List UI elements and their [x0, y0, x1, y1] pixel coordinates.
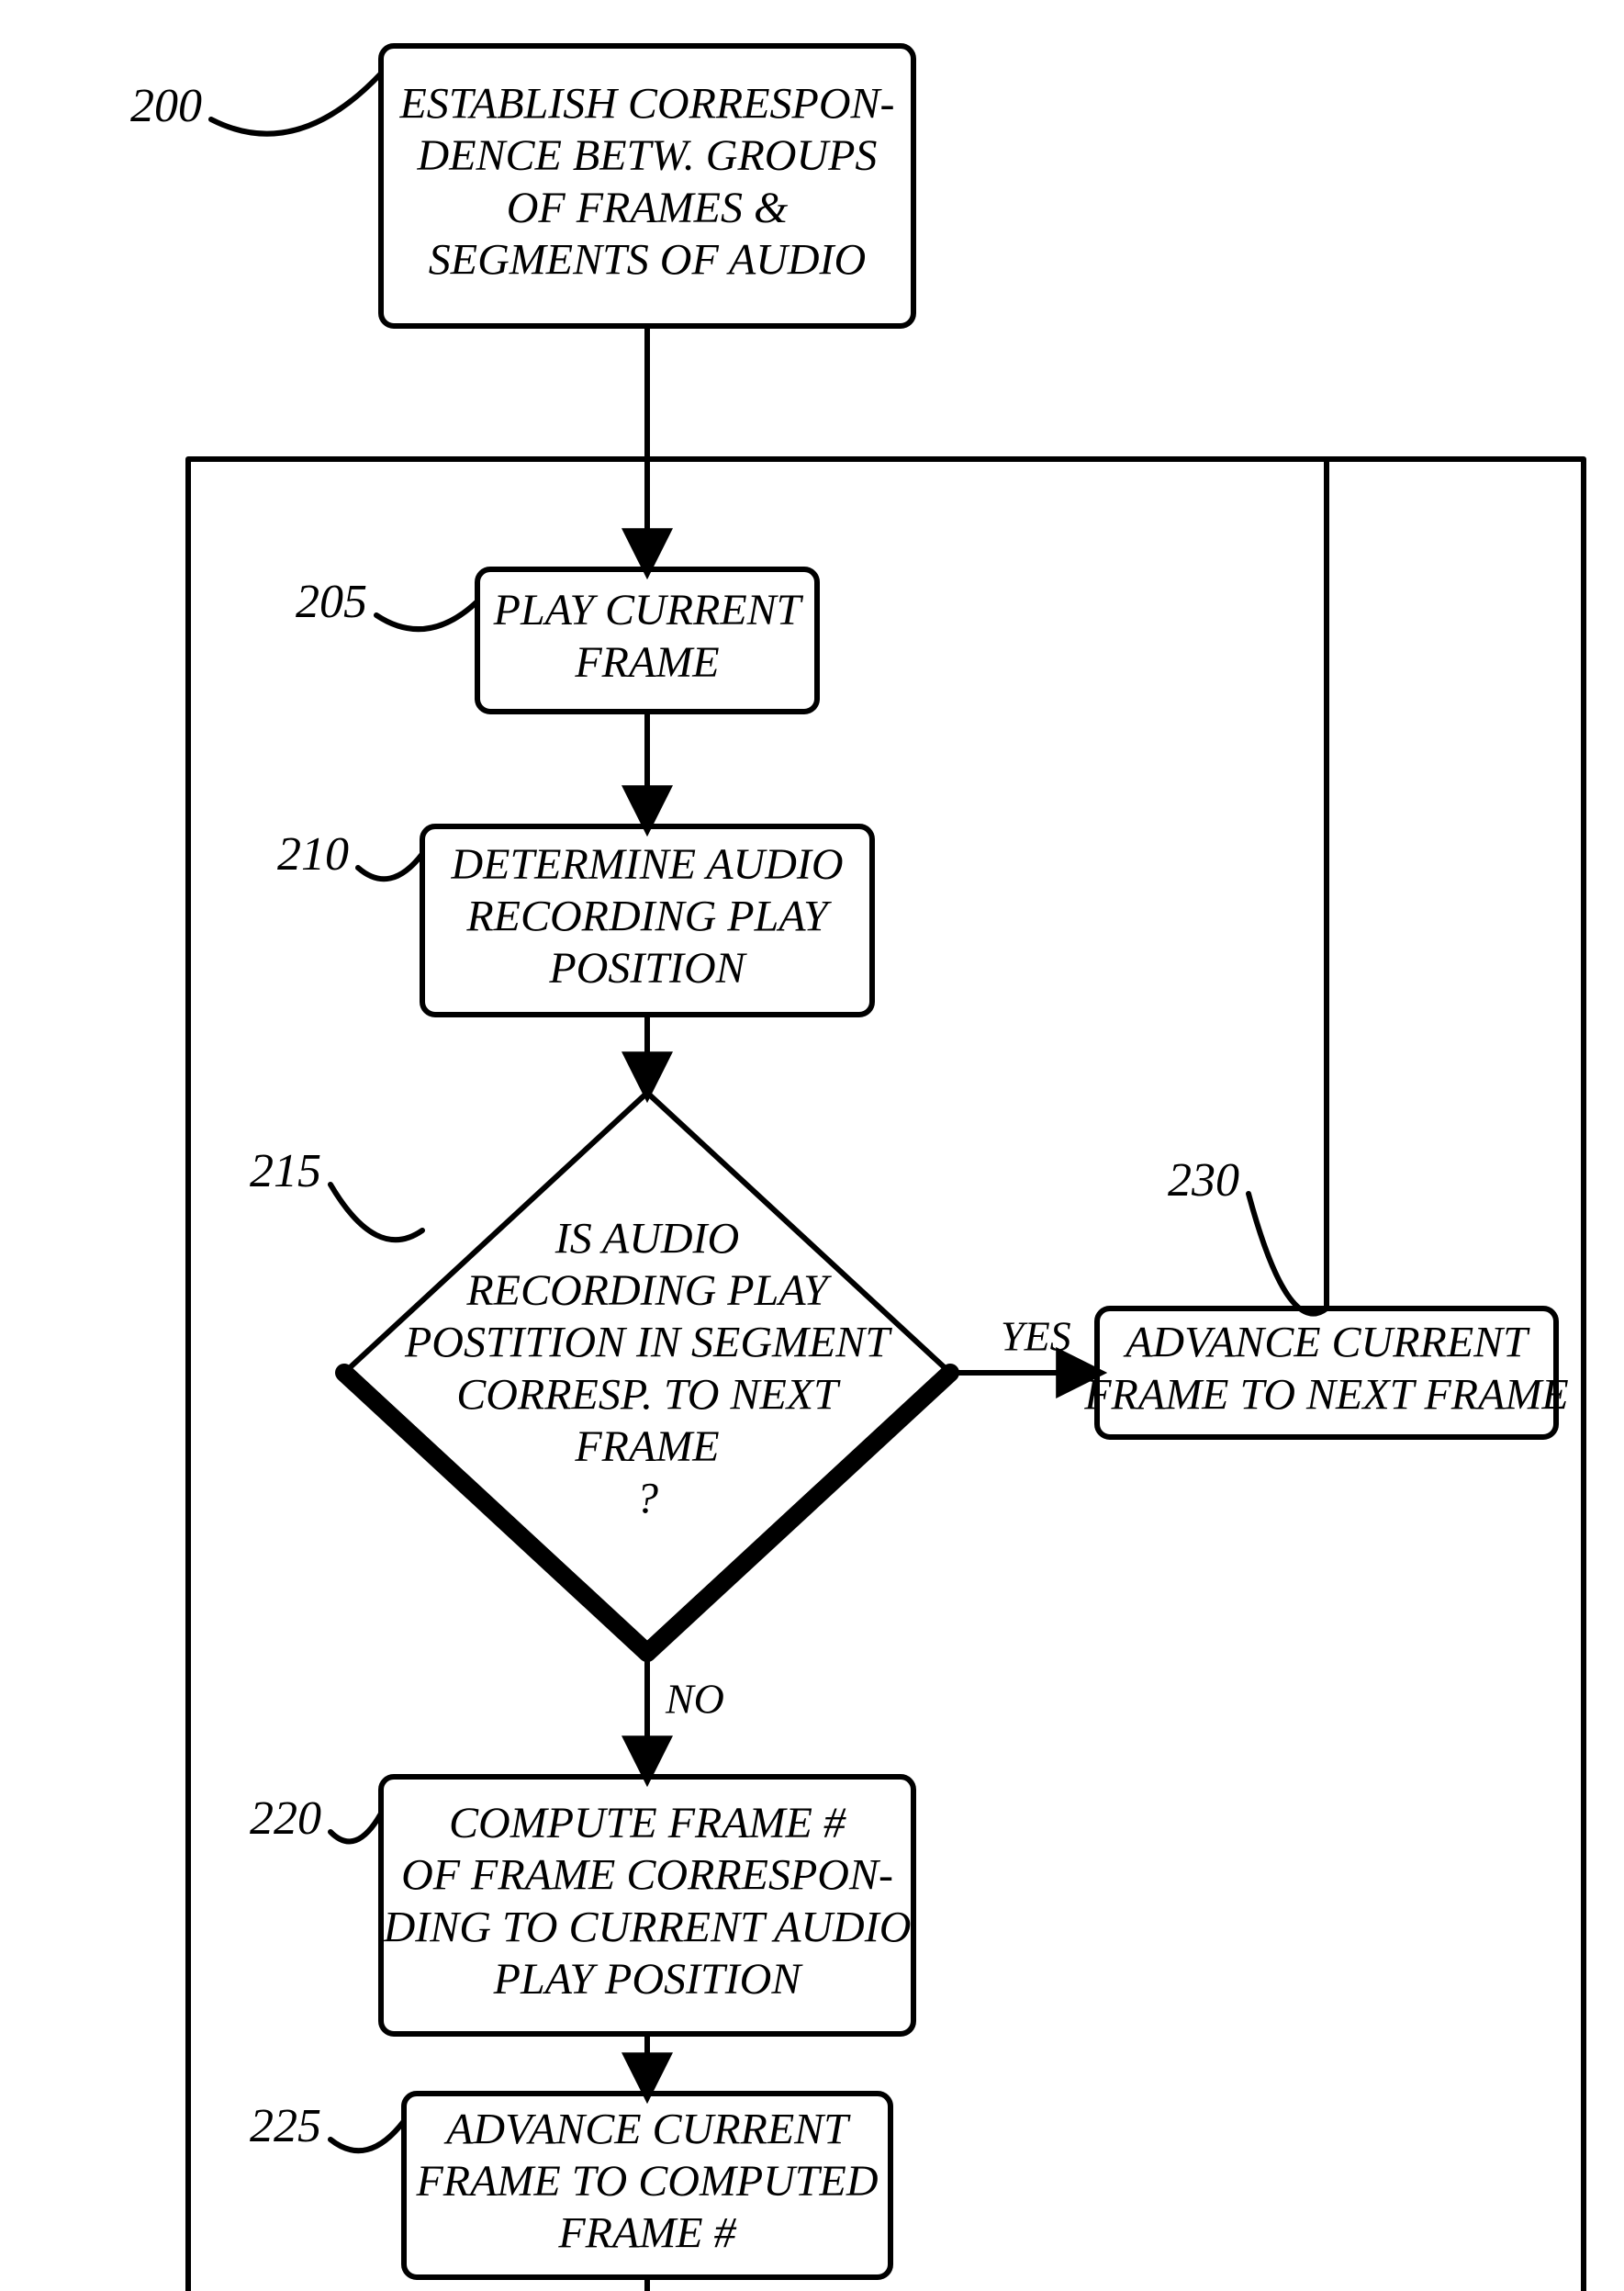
ref-number: 230	[1168, 1154, 1239, 1207]
node-text-line: FRAME	[574, 1422, 719, 1471]
node-text-line: ?	[636, 1475, 658, 1523]
n215-label: 215	[250, 1145, 422, 1240]
n200-label: 200	[130, 73, 381, 134]
node-text-line: CORRESP. TO NEXT	[456, 1370, 841, 1419]
n205-label: 205	[296, 576, 477, 629]
n220-label: 220	[250, 1792, 381, 1845]
edge-6: YES	[950, 1313, 1097, 1373]
ref-number: 220	[250, 1792, 321, 1845]
n230-label: 230	[1168, 1154, 1327, 1314]
node-text-line: IS AUDIO	[554, 1214, 739, 1263]
ref-number: 200	[130, 80, 202, 132]
n205: PLAY CURRENTFRAME	[477, 569, 817, 712]
n225-label: 225	[250, 2100, 404, 2152]
edge-label: NO	[665, 1676, 724, 1723]
node-text-line: OF FRAMES &	[507, 184, 789, 232]
n210-label: 210	[277, 828, 422, 881]
node-text-line: POSITION	[548, 944, 747, 993]
node-text-line: DENCE BETW. GROUPS	[417, 131, 878, 180]
node-text-line: DING TO CURRENT AUDIO	[383, 1903, 912, 1951]
ref-number: 225	[250, 2100, 321, 2152]
node-text-line: OF FRAME CORRESPON-	[401, 1851, 893, 1900]
n225: ADVANCE CURRENTFRAME TO COMPUTEDFRAME #	[404, 2094, 890, 2277]
ref-number: 215	[250, 1145, 321, 1197]
node-text-line: ADVANCE CURRENT	[1123, 1319, 1530, 1367]
ref-number: 210	[277, 828, 349, 881]
node-text-line: POSTITION IN SEGMENT	[404, 1319, 892, 1367]
edge-4: NO	[647, 1653, 724, 1777]
node-text-line: RECORDING PLAY	[465, 1266, 832, 1315]
node-text-line: FRAME TO NEXT FRAME	[1083, 1370, 1569, 1419]
node-text-line: ADVANCE CURRENT	[443, 2105, 851, 2153]
node-text-line: ESTABLISH CORRESPON-	[398, 80, 894, 129]
node-text-line: FRAME	[574, 638, 719, 687]
node-text-line: COMPUTE FRAME #	[449, 1799, 846, 1847]
n200: ESTABLISH CORRESPON-DENCE BETW. GROUPSOF…	[381, 46, 913, 326]
ref-number: 205	[296, 576, 367, 628]
edge-label: YES	[1001, 1313, 1071, 1360]
n215: IS AUDIORECORDING PLAYPOSTITION IN SEGME…	[344, 1093, 950, 1653]
node-text-line: RECORDING PLAY	[465, 893, 832, 941]
node-text-line: FRAME TO COMPUTED	[415, 2157, 878, 2206]
n220: COMPUTE FRAME #OF FRAME CORRESPON-DING T…	[381, 1777, 913, 2034]
node-text-line: DETERMINE AUDIO	[450, 840, 843, 889]
node-text-line: PLAY POSITION	[493, 1955, 804, 2004]
node-text-line: PLAY CURRENT	[493, 586, 804, 635]
node-text-line: FRAME #	[557, 2209, 736, 2258]
n210: DETERMINE AUDIORECORDING PLAYPOSITION	[422, 826, 872, 1015]
n230: ADVANCE CURRENTFRAME TO NEXT FRAME	[1083, 1308, 1569, 1437]
node-text-line: SEGMENTS OF AUDIO	[429, 235, 866, 284]
